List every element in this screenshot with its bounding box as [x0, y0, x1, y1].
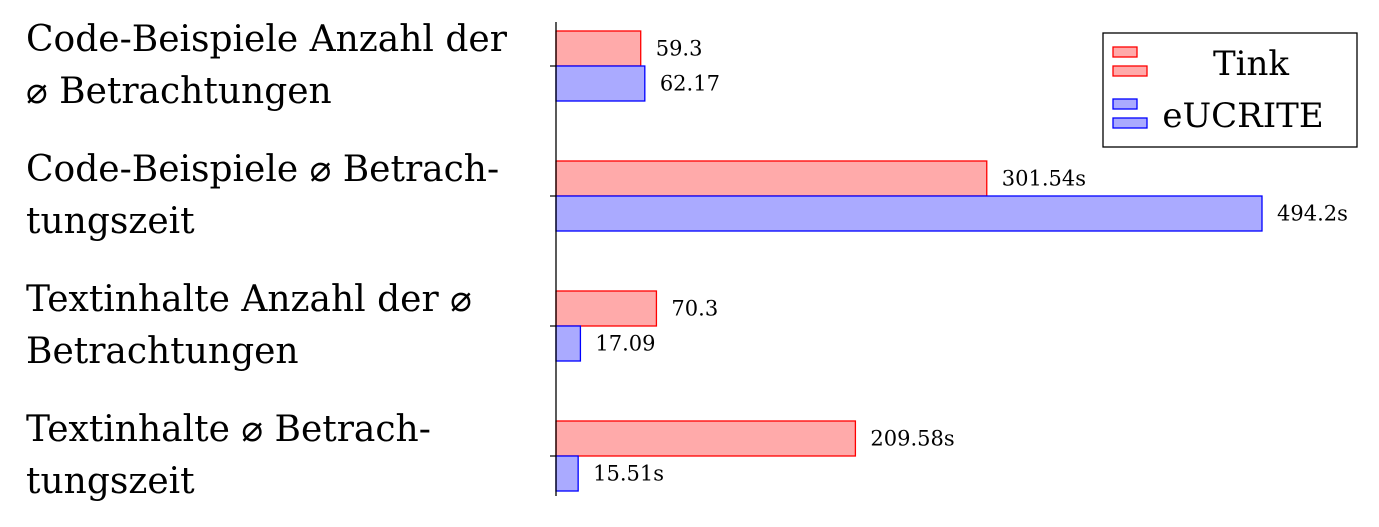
data-label: 15.51s [593, 462, 664, 486]
category-label-line: Code-Beispiele ⌀ Betrach- [26, 149, 500, 190]
category-label-line: Textinhalte Anzahl der ⌀ [26, 279, 472, 320]
bar-eucrite [555, 455, 579, 492]
data-label: 301.54s [1002, 167, 1086, 191]
legend-label: eUCRITE [1162, 96, 1323, 136]
legend-label: Tink [1213, 44, 1289, 84]
category-label: Code-Beispiele Anzahl der ⌀ Betrachtungen [26, 14, 536, 118]
data-label: 17.09 [595, 332, 655, 356]
data-label: 209.58s [870, 427, 954, 451]
category-label: Code-Beispiele ⌀ Betrach-tungszeit [26, 144, 536, 248]
bar-tink [555, 420, 857, 457]
data-label: 62.17 [660, 72, 720, 96]
data-label: 70.3 [671, 297, 718, 321]
bar-tink [555, 30, 642, 67]
bar-tink [555, 160, 988, 197]
data-label: 59.3 [656, 37, 703, 61]
legend-swatch [1112, 65, 1148, 77]
data-label: 494.2s [1277, 202, 1348, 226]
category-label-line: ⌀ Betrachtungen [26, 71, 332, 112]
bar-eucrite [555, 195, 1263, 232]
category-label: Textinhalte Anzahl der ⌀ Betrachtungen [26, 274, 536, 378]
bar-tink [555, 290, 658, 327]
category-label-line: tungszeit [26, 461, 195, 502]
category-label-line: tungszeit [26, 201, 195, 242]
category-label: Textinhalte ⌀ Betrach-tungszeit [26, 404, 536, 508]
category-label-line: Betrachtungen [26, 331, 299, 372]
legend-swatch [1112, 46, 1138, 58]
category-label-line: Textinhalte ⌀ Betrach- [26, 409, 431, 450]
category-label-line: Code-Beispiele Anzahl der [26, 19, 507, 60]
bar-eucrite [555, 65, 646, 102]
legend-swatch [1112, 117, 1148, 129]
legend-swatch [1112, 98, 1138, 110]
bar-eucrite [555, 325, 582, 362]
